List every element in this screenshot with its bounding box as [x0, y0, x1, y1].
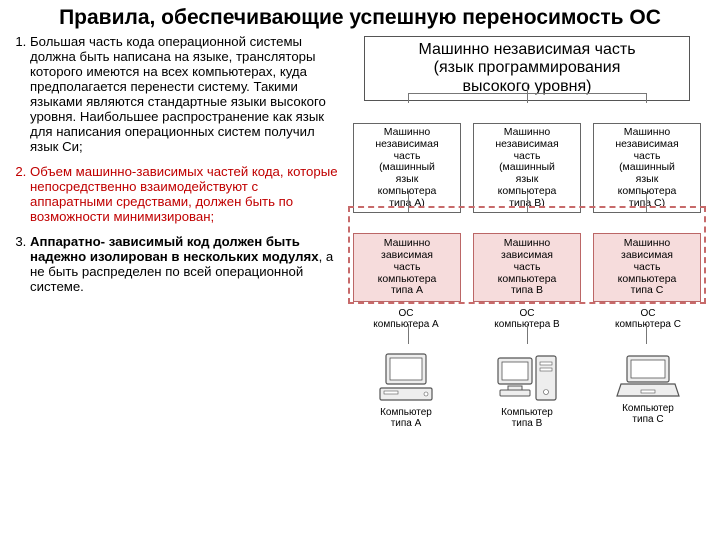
top-box-l1: Машинно независимая часть	[371, 41, 683, 59]
connector	[527, 93, 528, 103]
connector	[408, 192, 409, 212]
computer-icon-0	[376, 352, 436, 404]
content: Большая часть кода операционной системы …	[0, 34, 720, 429]
computers-row: Компьютертипа A Компьютертипа B Компьюте…	[346, 352, 708, 429]
connector	[646, 192, 647, 212]
rule-2-text: Объем машинно-зависимых частей кода, кот…	[30, 164, 338, 224]
mi-2-l2: независимая	[598, 139, 696, 151]
mi-box-2: Машиннонезависимаячасть(машинныйязыккомп…	[593, 123, 701, 213]
computer-label-2: Компьютертипа C	[622, 403, 674, 425]
mi-box-0: Машиннонезависимаячасть(машинныйязыккомп…	[353, 123, 461, 213]
mi-1-l2: независимая	[478, 139, 576, 151]
rule-item-1: Большая часть кода операционной системы …	[30, 34, 338, 154]
connector	[646, 93, 647, 103]
os-label-2: ОСкомпьютера C	[594, 306, 702, 332]
rule-1-text: Большая часть кода операционной системы …	[30, 34, 326, 154]
computer-0: Компьютертипа A	[352, 352, 460, 429]
top-box-l2: (язык программирования	[371, 59, 683, 77]
rules-list: Большая часть кода операционной системы …	[16, 34, 338, 294]
computer-label-0: Компьютертипа A	[380, 407, 432, 429]
page-title: Правила, обеспечивающие успешную перенос…	[0, 0, 720, 34]
connector	[527, 324, 528, 344]
diagram: Машинно независимая часть (язык программ…	[346, 34, 708, 429]
connector	[646, 324, 647, 344]
connector	[527, 83, 528, 93]
computer-icon-1	[494, 352, 560, 404]
connector	[408, 324, 409, 344]
computer-1: Компьютертипа B	[473, 352, 581, 429]
connector	[527, 192, 528, 212]
mi-2-l6: компьютера	[598, 186, 696, 198]
rule-3-bold: Аппаратно- зависимый код должен быть над…	[30, 234, 319, 264]
computer-icon-2	[615, 352, 681, 400]
mi-0-l6: компьютера	[358, 186, 456, 198]
mi-0-l2: независимая	[358, 139, 456, 151]
os-label-0: ОСкомпьютера A	[352, 306, 460, 332]
machine-dependent-band	[348, 206, 706, 304]
computer-2: Компьютертипа C	[594, 352, 702, 429]
connector	[408, 93, 409, 103]
rule-item-3: Аппаратно- зависимый код должен быть над…	[30, 234, 338, 294]
rules-list-container: Большая часть кода операционной системы …	[16, 34, 346, 429]
computer-label-1: Компьютертипа B	[501, 407, 553, 429]
rule-item-2: Объем машинно-зависимых частей кода, кот…	[30, 164, 338, 224]
